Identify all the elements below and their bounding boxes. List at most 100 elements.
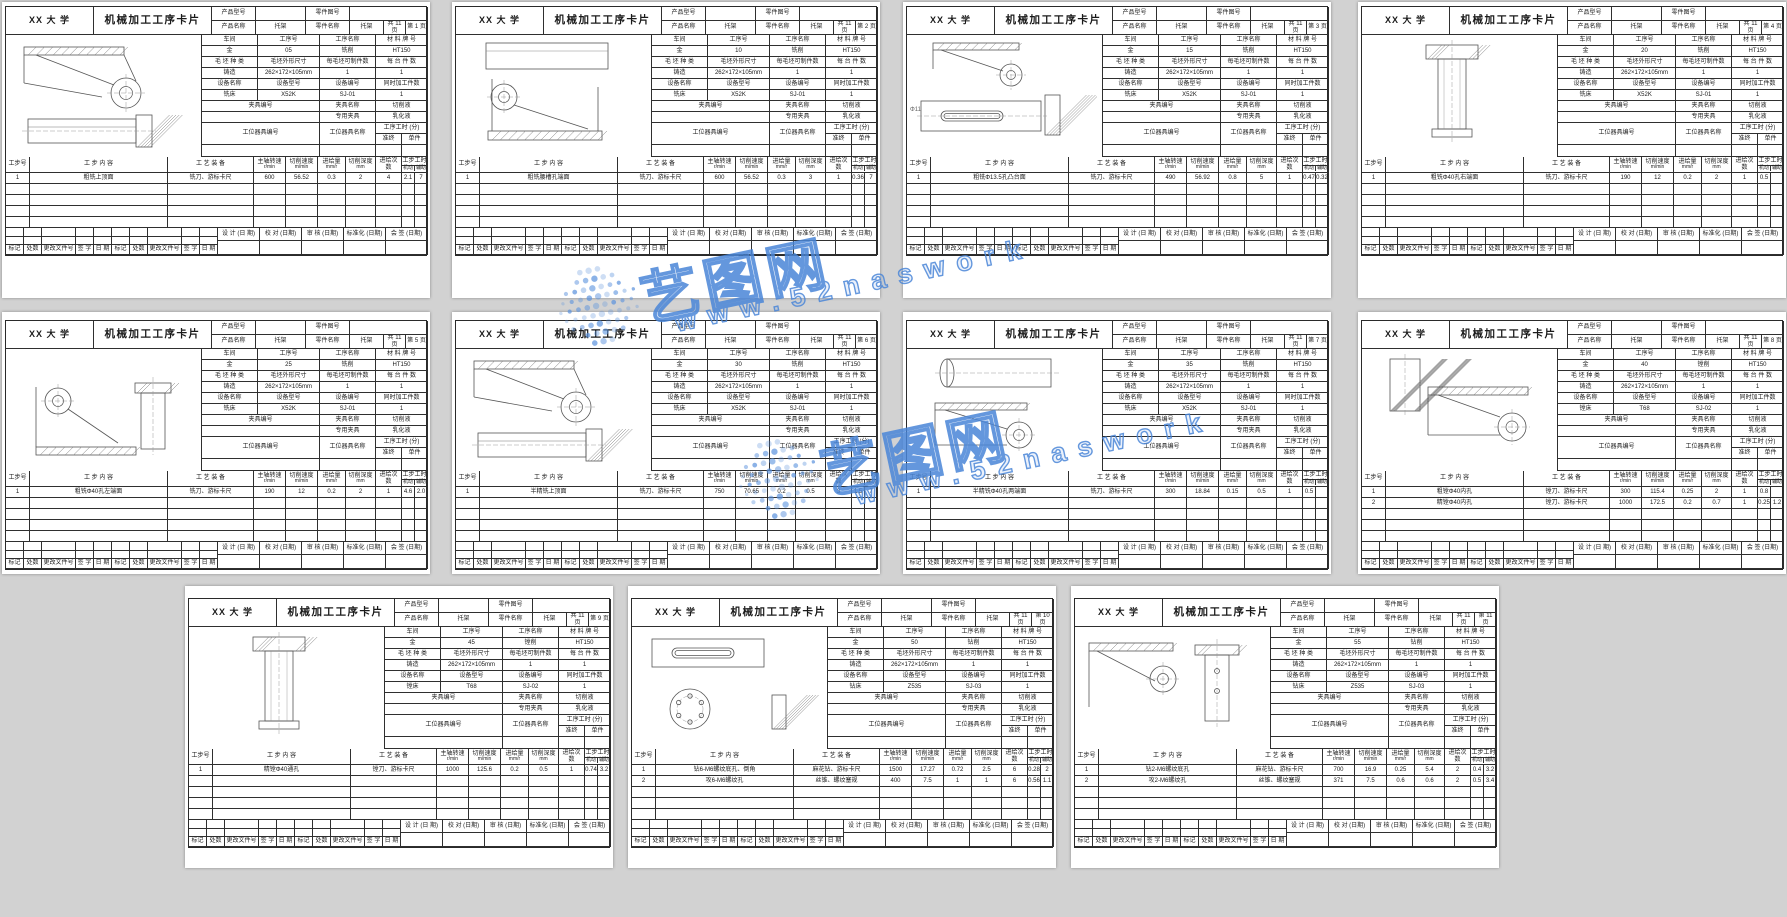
spec-cell: 夹具名称 xyxy=(1389,693,1445,704)
cut-depth xyxy=(796,217,826,228)
page-第9页[interactable]: XX 大 学机械加工工序卡片 产品型号 零件图号 产品名称 托架 零件名称 托架共 11 页… xyxy=(185,586,613,868)
step-header-unit: m/min xyxy=(744,164,759,171)
step-tooling xyxy=(168,184,254,195)
spec-cell: 设备名称 xyxy=(385,671,441,682)
value-tooling-no xyxy=(1103,145,1221,157)
cutting-speed: 16.9 xyxy=(1355,765,1387,776)
mark-cell xyxy=(925,228,943,237)
mark-cell xyxy=(295,829,313,837)
value-tooling-name xyxy=(1389,737,1445,749)
value-setup-time xyxy=(376,459,402,471)
passes: 1 xyxy=(1732,498,1758,509)
mark-cell xyxy=(562,237,580,245)
step-header-label: 切削速度 xyxy=(1358,750,1383,757)
step-header: 工步号 xyxy=(632,749,656,765)
mark-cell xyxy=(632,820,650,829)
cutting-speed xyxy=(1642,531,1674,542)
time-machine xyxy=(1303,195,1316,206)
card-footer: 标记 处数 更改文件号签 字日 期标记 处数 更改文件号签 字日 期设 计 (日 期) 校… xyxy=(1075,820,1497,847)
page-第4页[interactable]: XX 大 学机械加工工序卡片 产品型号 零件图号 产品名称 托架 零件名称 托架共 11 页… xyxy=(1358,2,1786,298)
mark-label: 更改文件号 xyxy=(148,245,182,255)
spindle-speed xyxy=(704,531,736,542)
feed xyxy=(768,217,796,228)
sign-cell xyxy=(302,555,344,569)
step-header-unit: mm/r xyxy=(775,478,788,485)
label-product-name: 产品名称 xyxy=(1568,335,1612,349)
cut-depth xyxy=(796,498,826,509)
step-header-unit: m/min xyxy=(1650,164,1665,171)
label-process-time: 工序工时 (分) xyxy=(826,123,878,134)
step-header-label: 进给量 xyxy=(1391,750,1410,757)
spec-cell: 毛坯外形尺寸 xyxy=(1159,371,1221,382)
mark-label: 更改文件号 xyxy=(668,837,702,847)
label-product-name: 产品名称 xyxy=(1568,21,1612,35)
process-card: XX 大 学机械加工工序卡片 产品型号 零件图号 产品名称 托架 零件名称 托架共 11 页… xyxy=(5,6,428,256)
mark-cell xyxy=(148,542,182,551)
mark-cell xyxy=(1269,820,1287,829)
label-product-name: 产品名称 xyxy=(212,21,256,35)
mark-label: 签 字 xyxy=(1083,559,1101,569)
cut-depth xyxy=(346,195,376,206)
spindle-speed: 190 xyxy=(1610,173,1642,184)
value-setup-time xyxy=(1277,145,1303,157)
page-第8页[interactable]: XX 大 学机械加工工序卡片 产品型号 零件图号 产品名称 托架 零件名称 托架共 11 页… xyxy=(1358,312,1786,574)
page-第5页[interactable]: XX 大 学机械加工工序卡片 产品型号 零件图号 产品名称 托架 零件名称 托架共 11 页… xyxy=(2,312,430,574)
step-content xyxy=(480,217,618,228)
value-piece-time xyxy=(852,459,878,471)
spindle-speed: 1500 xyxy=(880,765,912,776)
mark-cell xyxy=(148,228,182,237)
spec-cell: 每 台 件 数 xyxy=(1277,57,1329,68)
mark-cell xyxy=(6,551,24,559)
spec-cell: 1 xyxy=(770,68,826,79)
step-content xyxy=(1386,184,1524,195)
step-no xyxy=(456,206,480,217)
time-aux xyxy=(1771,487,1784,498)
mark-cell xyxy=(774,829,808,837)
sign-cell xyxy=(1287,833,1329,847)
time-machine: 0.47 xyxy=(1303,173,1316,184)
page-第11页[interactable]: XX 大 学机械加工工序卡片 产品型号 零件图号 产品名称 托架 零件名称 托架共 11 页… xyxy=(1071,586,1499,868)
mark-cell xyxy=(313,829,331,837)
spindle-speed xyxy=(704,498,736,509)
passes xyxy=(1277,531,1303,542)
mark-cell xyxy=(1217,829,1251,837)
footer-signatures: 设 计 (日 期) 校 对 (日期) 审 核 (日期) 标准化 (日期) 会 签 (日期… xyxy=(1287,820,1497,847)
spec-cell: 铣床 xyxy=(1103,90,1159,101)
label-part-drawing-no: 零件图号 xyxy=(1207,7,1251,21)
label-time-aux: 辅助 xyxy=(1771,478,1782,485)
part-drawing-svg xyxy=(934,358,1059,452)
step-header: 主轴转速 r/min xyxy=(254,157,286,173)
mark-label: 处数 xyxy=(313,837,331,847)
mark-cell xyxy=(1251,820,1269,829)
sign-cell xyxy=(668,555,710,569)
mark-cell xyxy=(1468,228,1486,237)
step-table: 工步号工 步 内 容工 艺 装 备主轴转速 r/min 切削速度 m/min 进给量 mm… xyxy=(1075,749,1497,820)
mark-cell xyxy=(702,820,720,829)
step-header-unit: mm/r xyxy=(1226,164,1239,171)
sign-cell xyxy=(1245,241,1287,255)
spec-cell: 工序名称 xyxy=(770,35,826,46)
page-第7页[interactable]: XX 大 学机械加工工序卡片 产品型号 零件图号 产品名称 托架 零件名称 托架共 11 页… xyxy=(903,312,1331,574)
page-第6页[interactable]: XX 大 学机械加工工序卡片 产品型号 零件图号 产品名称 托架 零件名称 托架共 11 页… xyxy=(452,312,880,574)
spec-cell: 切削液 xyxy=(1732,101,1784,112)
spec-cell: 切削液 xyxy=(1277,101,1329,112)
cutting-speed: 17.27 xyxy=(912,765,944,776)
spec-cell: 铸造 xyxy=(202,382,258,393)
spec-cell: 铣削 xyxy=(770,46,826,57)
page-第10页[interactable]: XX 大 学机械加工工序卡片 产品型号 零件图号 产品名称 托架 零件名称 托架共 11 页… xyxy=(628,586,1056,868)
step-tooling: 铣刀、游标卡尺 xyxy=(618,487,704,498)
mark-label: 处数 xyxy=(1486,245,1504,255)
step-header-label: 主轴转速 xyxy=(1613,158,1638,165)
mark-label: 标记 xyxy=(1013,245,1031,255)
page-第3页[interactable]: XX 大 学机械加工工序卡片 产品型号 零件图号 产品名称 托架 零件名称 托架共 11 页… xyxy=(903,2,1331,298)
label-tooling-no: 工位器具编号 xyxy=(1558,437,1676,459)
sign-label: 校 对 (日期) xyxy=(886,820,928,833)
page-第1页[interactable]: XX 大 学机械加工工序卡片 产品型号 零件图号 产品名称 托架 零件名称 托架共 11 页… xyxy=(2,2,430,298)
spec-cell: 铸造 xyxy=(202,68,258,79)
cutting-speed xyxy=(286,509,318,520)
page-第2页[interactable]: XX 大 学机械加工工序卡片 产品型号 零件图号 产品名称 托架 零件名称 托架共 11 页… xyxy=(452,2,880,298)
spindle-speed xyxy=(1155,498,1187,509)
step-header: 工 艺 装 备 xyxy=(351,749,437,765)
sign-cell xyxy=(1616,555,1658,569)
mark-cell xyxy=(977,551,995,559)
